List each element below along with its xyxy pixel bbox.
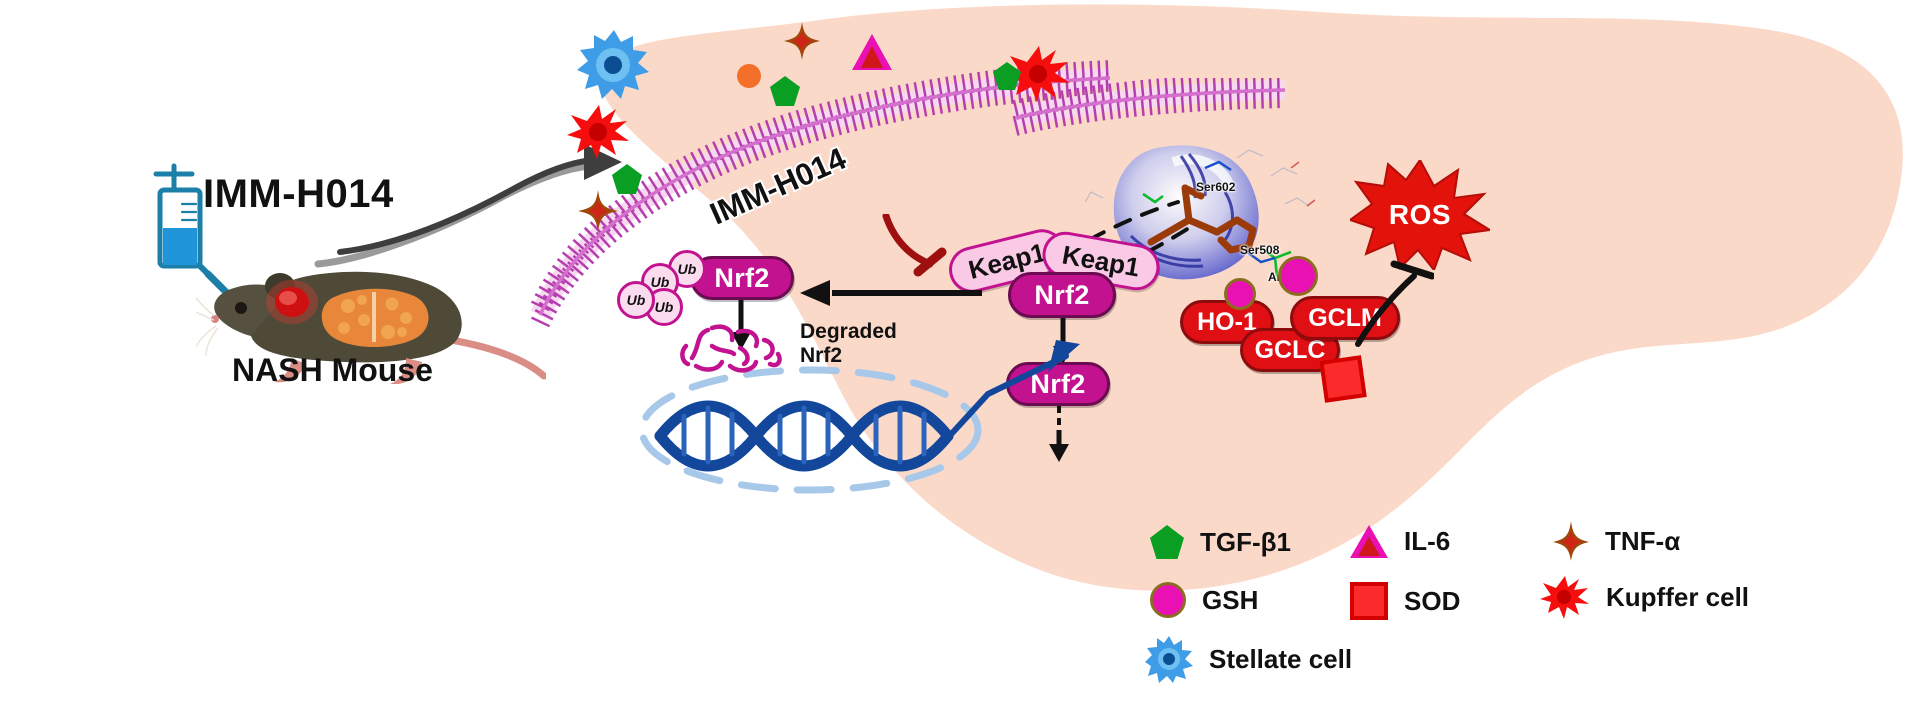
nrf2-ubiquitinated-node[interactable]: Nrf2 — [690, 256, 794, 300]
tgf-beta1-icon — [770, 76, 800, 106]
stellate-cell-icon-legend — [1145, 635, 1193, 683]
red-square-icon — [1350, 582, 1388, 620]
degraded-nrf2-label: Degraded Nrf2 — [800, 320, 897, 367]
legend-label-tnf-alpha: TNF-α — [1605, 525, 1681, 556]
tnf-alpha-icon — [784, 22, 820, 60]
arrow-to-ubiquitination — [800, 280, 982, 306]
residue-label-ser602: Ser602 — [1196, 180, 1236, 194]
animal-label: NASH Mouse — [232, 352, 433, 388]
green-pentagon-icon — [1150, 525, 1184, 559]
legend-item-gsh: GSH — [1150, 582, 1258, 618]
legend-item-stellate-cell: Stellate cell — [1145, 635, 1352, 683]
ubiquitin-tag-4: Ub — [617, 281, 655, 319]
residue-label-ser508: Ser508 — [1240, 243, 1280, 257]
nrf2-bound-node[interactable]: Nrf2 — [1008, 272, 1116, 318]
mouse-icon — [196, 271, 546, 384]
legend-label-tgf-beta1: TGF-β1 — [1200, 526, 1291, 557]
tgf-beta1-icon-3 — [993, 62, 1021, 90]
legend-label-sod: SOD — [1404, 585, 1461, 616]
ros-inhibition-icon — [1355, 260, 1434, 347]
legend-item-il6: IL-6 — [1350, 525, 1450, 558]
tgf-beta1-icon-2 — [612, 164, 642, 194]
kupffer-cell-icon-2 — [1006, 46, 1070, 102]
kupffer-cell-icon — [567, 105, 629, 159]
legend-label-kupffer-cell: Kupffer cell — [1606, 581, 1750, 612]
target-node-gclm[interactable]: GCLM — [1290, 296, 1400, 340]
tnf-alpha-icon-2 — [578, 190, 618, 232]
degraded-nrf2-icon — [680, 324, 782, 373]
ros-label: ROS — [1388, 199, 1452, 230]
legend-item-tgf-beta1: TGF-β1 — [1150, 525, 1291, 559]
gsh-molecule-icon-2 — [1278, 256, 1318, 296]
arrow-nrf2-translocation — [1049, 406, 1069, 462]
legend-item-sod: SOD — [1350, 582, 1460, 620]
curved-arrow-icon — [314, 144, 622, 268]
stellate-cell-icon — [577, 30, 649, 99]
arrow-antioxidant-output — [941, 340, 1080, 445]
nucleus-region — [638, 366, 982, 494]
legend-label-stellate-cell: Stellate cell — [1209, 643, 1353, 674]
ros-badge: ROS — [1347, 158, 1493, 273]
legend-label-il6: IL-6 — [1404, 526, 1451, 556]
legend-item-tnf-alpha: TNF-α — [1553, 521, 1680, 561]
target-node-gclc[interactable]: GCLC — [1240, 328, 1340, 372]
sod-molecule-icon — [1319, 355, 1367, 403]
arrow-to-degradation — [731, 300, 751, 350]
dna-helix-icon — [654, 400, 954, 472]
lipid-droplet-icon — [737, 64, 761, 88]
kupffer-cell-icon-legend — [1540, 574, 1590, 620]
legend-item-kupffer-cell: Kupffer cell — [1540, 574, 1749, 620]
brown-four-point-star-icon — [1553, 521, 1589, 561]
magenta-circle-icon — [1150, 582, 1186, 618]
magenta-triangle-icon — [1350, 525, 1388, 558]
protein-structure-icon — [1085, 145, 1315, 287]
il6-icon — [852, 34, 892, 70]
inhibition-arrow-icon — [882, 214, 947, 277]
drug-label: IMM-H014 — [203, 172, 394, 216]
legend-label-gsh: GSH — [1202, 584, 1259, 615]
gsh-molecule-icon-1 — [1224, 278, 1256, 310]
